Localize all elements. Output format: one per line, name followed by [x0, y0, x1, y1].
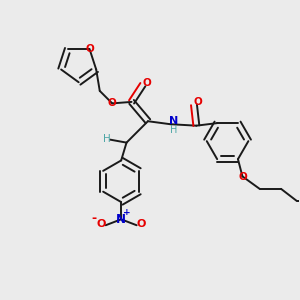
Text: H: H: [170, 124, 178, 134]
Text: O: O: [193, 98, 202, 107]
Text: O: O: [136, 219, 146, 229]
Text: -: -: [92, 212, 97, 225]
Text: O: O: [142, 78, 151, 88]
Text: N: N: [169, 116, 178, 126]
Text: +: +: [123, 208, 131, 217]
Text: O: O: [97, 219, 106, 229]
Text: O: O: [238, 172, 247, 182]
Text: H: H: [103, 134, 110, 144]
Text: O: O: [85, 44, 94, 54]
Text: N: N: [116, 213, 126, 226]
Text: O: O: [108, 98, 117, 108]
